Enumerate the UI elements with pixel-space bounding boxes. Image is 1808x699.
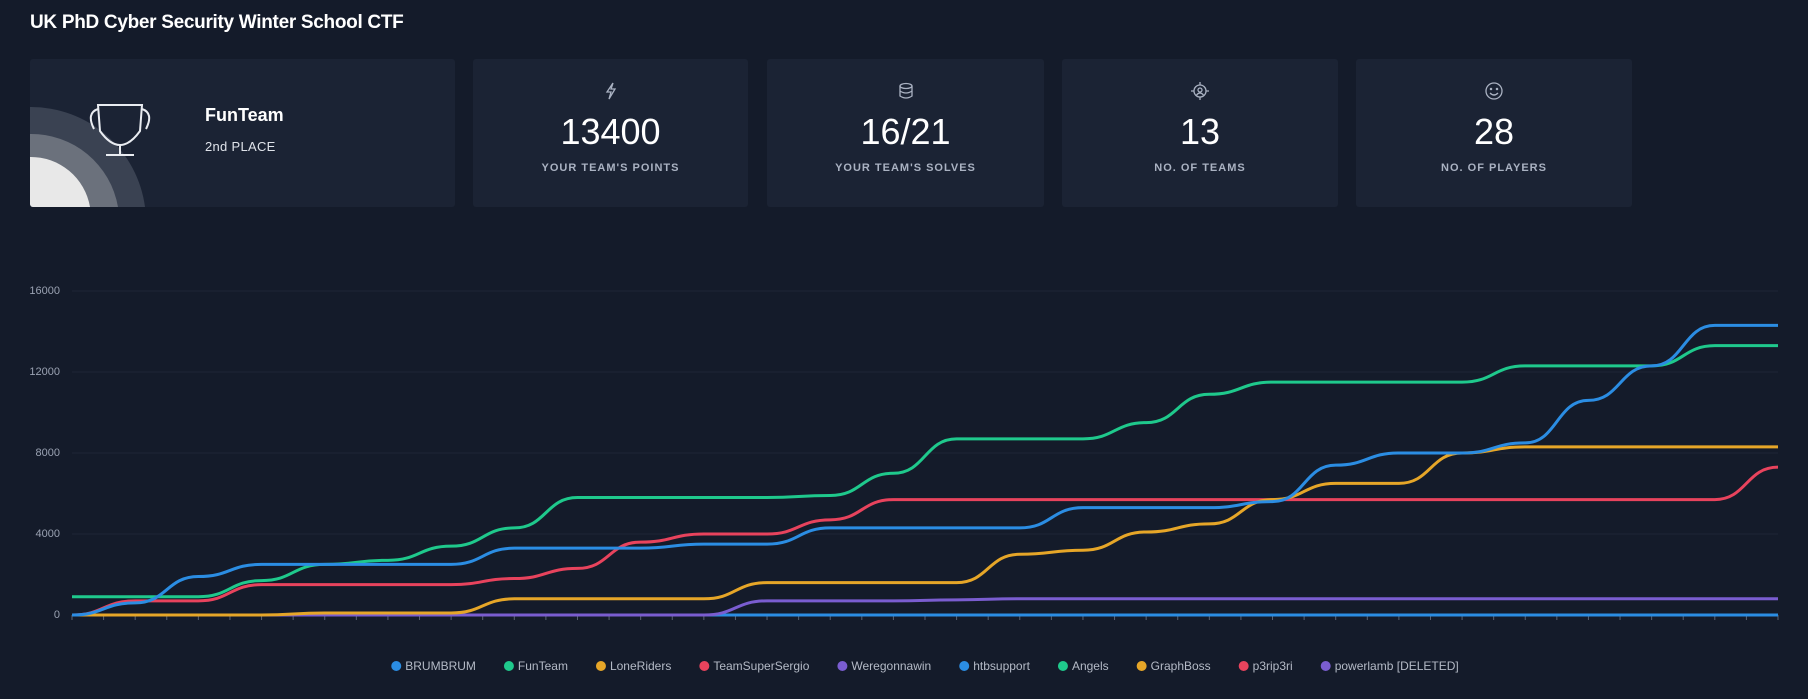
legend-swatch xyxy=(503,661,514,671)
y-tick-label: 4000 xyxy=(36,528,60,540)
legend-swatch xyxy=(699,661,710,671)
legend-swatch xyxy=(1136,661,1147,671)
stat-value: 16/21 xyxy=(860,111,951,152)
stat-value: 13 xyxy=(1179,111,1221,152)
team-name: FunTeam xyxy=(205,105,284,125)
page-title: UK PhD Cyber Security Winter School CTF xyxy=(30,12,404,33)
y-tick-label: 8000 xyxy=(36,447,60,459)
trophy-art xyxy=(30,104,151,207)
stat-card: 28 NO. OF PLAYERS xyxy=(1356,59,1632,207)
series-line xyxy=(71,344,1778,599)
legend-label: powerlamb [DELETED] xyxy=(1335,659,1459,673)
legend-swatch xyxy=(1320,661,1331,671)
legend-label: p3rip3ri xyxy=(1253,659,1293,673)
legend-swatch xyxy=(837,661,848,671)
series-line xyxy=(71,465,1779,617)
series-line xyxy=(72,597,1778,617)
stat-card: 13 NO. OF TEAMS xyxy=(1062,59,1338,207)
smile-icon xyxy=(1485,82,1503,100)
legend-swatch xyxy=(391,661,402,671)
stat-card: 13400 YOUR TEAM'S POINTS xyxy=(473,59,748,207)
legend-swatch xyxy=(1238,661,1249,671)
y-tick-label: 0 xyxy=(54,609,60,621)
stat-card: 16/21 YOUR TEAM'S SOLVES xyxy=(767,59,1044,207)
series-line xyxy=(71,323,1778,617)
legend: BRUMBRUM FunTeam LoneRiders TeamSuperSergio… xyxy=(391,659,1459,673)
legend-swatch xyxy=(959,661,970,671)
legend-label: FunTeam xyxy=(518,659,568,673)
team-place: 2nd PLACE xyxy=(205,139,276,154)
legend-swatch xyxy=(1057,661,1068,671)
series-line xyxy=(72,445,1778,617)
stat-label: NO. OF PLAYERS xyxy=(1441,162,1547,174)
y-tick-label: 12000 xyxy=(29,366,60,378)
legend-label: Weregonnawin xyxy=(851,659,931,673)
score-chart: 0 4000 8000 12000 16000 BRUMBRUM FunTeam LoneRi… xyxy=(29,285,1779,673)
team-card: FunTeam 2nd PLACE xyxy=(30,59,455,207)
legend-label: Angels xyxy=(1072,659,1109,673)
legend-swatch xyxy=(595,661,606,671)
target-icon xyxy=(1191,82,1209,100)
stat-label: YOUR TEAM'S SOLVES xyxy=(835,162,976,174)
stat-value: 28 xyxy=(1473,111,1515,152)
bolt-icon xyxy=(605,82,616,100)
stat-label: NO. OF TEAMS xyxy=(1154,162,1246,174)
stat-value: 13400 xyxy=(560,111,661,152)
legend-label: LoneRiders xyxy=(610,659,671,673)
legend-label: BRUMBRUM xyxy=(405,659,476,673)
database-icon xyxy=(898,82,913,99)
legend-label: GraphBoss xyxy=(1151,659,1211,673)
legend-label: htbsupport xyxy=(973,659,1030,673)
y-tick-label: 16000 xyxy=(29,285,60,297)
legend-label: TeamSuperSergio xyxy=(713,659,809,673)
stat-label: YOUR TEAM'S POINTS xyxy=(541,162,680,174)
